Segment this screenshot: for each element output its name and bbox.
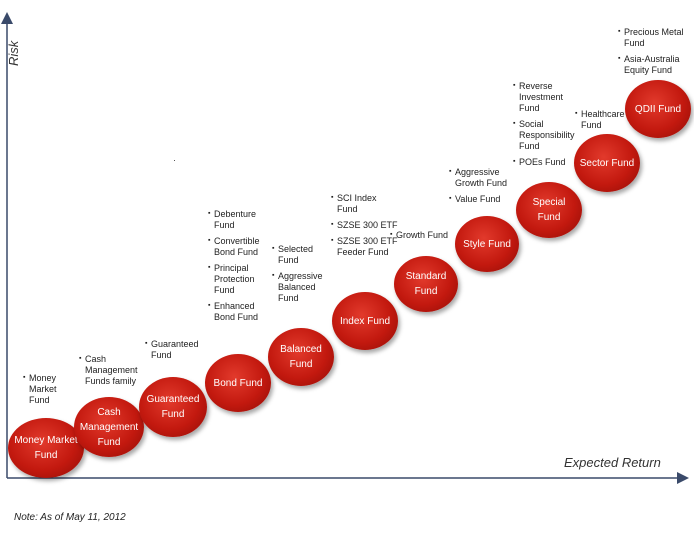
fund-note: Growth Fund xyxy=(390,229,448,241)
fund-notes: Money Market Fund xyxy=(23,372,57,411)
fund-note: Value Fund xyxy=(449,193,507,205)
fund-oval: Cash Management Fund xyxy=(74,397,144,457)
fund-oval: QDII Fund xyxy=(625,80,691,138)
fund-note: Selected Fund xyxy=(272,243,323,266)
fund-notes: Debenture Fund Convertible Bond Fund Princ… xyxy=(208,208,260,328)
fund-oval: Sector Fund xyxy=(574,134,640,192)
y-axis-label: Risk xyxy=(6,40,21,66)
fund-label: Guaranteed Fund xyxy=(146,394,200,420)
fund-label: Cash Management Fund xyxy=(79,406,139,448)
fund-label: Index Fund xyxy=(339,315,391,327)
fund-oval: Index Fund xyxy=(332,292,398,350)
fund-notes: Healthcare Fund xyxy=(575,108,625,136)
fund-note: Money Market Fund xyxy=(23,372,57,406)
fund-notes: Aggressive Growth Fund Value Fund xyxy=(449,166,507,210)
fund-note: Enhanced Bond Fund xyxy=(208,300,260,323)
fund-label: QDII Fund xyxy=(634,103,682,115)
fund-notes: Selected Fund Aggressive Balanced Fund xyxy=(272,243,323,309)
stray-dot xyxy=(174,160,175,161)
fund-notes: SCI Index Fund SZSE 300 ETF SZSE 300 ETF F… xyxy=(331,192,398,263)
fund-note: Aggressive Growth Fund xyxy=(449,166,507,189)
fund-notes: Growth Fund xyxy=(390,229,448,246)
fund-label: Style Fund xyxy=(463,238,511,250)
fund-note: Guaranteed Fund xyxy=(145,338,199,361)
fund-note: Aggressive Balanced Fund xyxy=(272,270,323,304)
fund-oval: Balanced Fund xyxy=(268,328,334,386)
fund-note: Reverse Investment Fund xyxy=(513,80,575,114)
fund-notes: Cash Management Funds family xyxy=(79,353,138,392)
fund-note: Precious Metal Fund xyxy=(618,26,684,49)
fund-oval: Style Fund xyxy=(455,216,519,272)
fund-note: SZSE 300 ETF Feeder Fund xyxy=(331,235,398,258)
fund-oval: Special Fund xyxy=(516,182,582,238)
fund-note: Cash Management Funds family xyxy=(79,353,138,387)
fund-label: Balanced Fund xyxy=(280,344,322,370)
fund-label: Special Fund xyxy=(532,197,566,223)
fund-label: Sector Fund xyxy=(579,157,635,169)
fund-oval: Guaranteed Fund xyxy=(139,377,207,437)
fund-note: Debenture Fund xyxy=(208,208,260,231)
fund-note: Asia-Australia Equity Fund xyxy=(618,53,684,76)
fund-notes: Guaranteed Fund xyxy=(145,338,199,366)
fund-note: Social Responsibility Fund xyxy=(513,118,575,152)
fund-label: Bond Fund xyxy=(213,377,263,389)
fund-notes: Reverse Investment Fund Social Responsibi… xyxy=(513,80,575,173)
footnote: Note: As of May 11, 2012 xyxy=(14,512,126,523)
fund-note: Convertible Bond Fund xyxy=(208,235,260,258)
x-axis-label: Expected Return xyxy=(564,455,661,470)
fund-note: SCI Index Fund xyxy=(331,192,398,215)
fund-oval: Money Market Fund xyxy=(8,418,84,478)
fund-note: SZSE 300 ETF xyxy=(331,219,398,231)
fund-notes: Precious Metal Fund Asia-Australia Equity… xyxy=(618,26,684,81)
fund-label: Money Market Fund xyxy=(14,435,78,461)
fund-oval: Bond Fund xyxy=(205,354,271,412)
fund-note: Healthcare Fund xyxy=(575,108,625,131)
fund-oval: Standard Fund xyxy=(394,256,458,312)
fund-note: POEs Fund xyxy=(513,156,575,168)
fund-note: Principal Protection Fund xyxy=(208,262,260,296)
fund-label: Standard Fund xyxy=(405,271,447,297)
